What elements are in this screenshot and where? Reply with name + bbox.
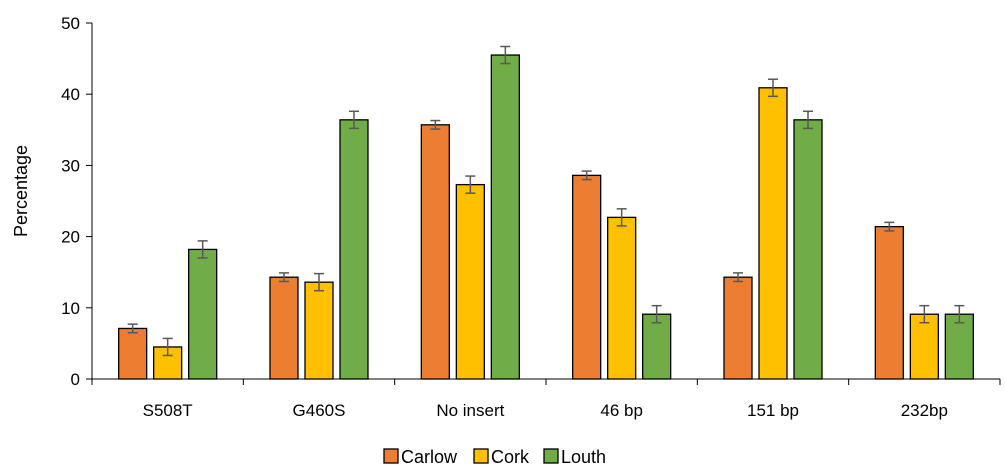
error-bar	[616, 208, 627, 227]
error-bar	[197, 240, 208, 259]
error-bar	[430, 119, 441, 130]
bar-cork	[304, 281, 334, 380]
bar-carlow	[572, 174, 602, 380]
y-tick-label: 20	[61, 228, 80, 247]
y-tick-label: 0	[71, 370, 80, 389]
error-bar	[349, 110, 359, 130]
error-bar	[162, 337, 173, 357]
x-tick-label: G460S	[293, 401, 346, 420]
bar-louth	[188, 248, 218, 380]
bar-louth	[642, 313, 672, 380]
error-bar	[803, 110, 813, 130]
error-bar	[581, 170, 592, 181]
x-tick-label: 232bp	[901, 401, 948, 420]
error-bar	[314, 272, 324, 292]
y-tick-label: 50	[61, 14, 80, 33]
error-bar	[127, 323, 138, 334]
bar-carlow	[420, 124, 450, 380]
x-axis: S508T G460S No insert 46 bp 151 bp 232bp	[91, 378, 1001, 420]
bar-cork	[909, 313, 939, 380]
bar-carlow	[118, 327, 148, 380]
error-bar	[954, 304, 965, 324]
bar-cork	[607, 216, 637, 380]
bars-group	[118, 45, 974, 380]
bar-louth	[339, 119, 369, 380]
y-tick-label: 30	[61, 156, 80, 175]
error-bar	[733, 272, 743, 283]
bar-louth	[490, 54, 520, 380]
bar-cork	[153, 346, 183, 380]
error-bar	[651, 304, 662, 324]
bar-louth	[944, 313, 974, 380]
legend-swatch-carlow	[383, 448, 399, 464]
legend: Carlow Cork Louth	[383, 447, 606, 467]
bar-carlow	[723, 276, 753, 380]
bar-cork	[758, 87, 788, 380]
bar-louth	[793, 119, 823, 380]
y-tick-label: 40	[61, 85, 80, 104]
y-tick-label: 10	[61, 299, 80, 318]
legend-label-louth: Louth	[561, 447, 606, 467]
x-tick-label: 46 bp	[600, 401, 643, 420]
x-tick-label: S508T	[143, 401, 193, 420]
bar-carlow	[269, 276, 299, 380]
bar-carlow	[874, 225, 904, 380]
error-bar	[279, 272, 289, 283]
error-bar	[884, 221, 895, 232]
error-bar	[500, 45, 511, 65]
x-tick-label: 151 bp	[747, 401, 799, 420]
legend-label-cork: Cork	[491, 447, 530, 467]
y-axis-title: Percentage	[11, 145, 31, 237]
legend-swatch-cork	[473, 448, 489, 464]
legend-swatch-louth	[543, 448, 559, 464]
error-bar	[919, 304, 930, 324]
y-axis: 0 10 20 30 40 50	[61, 14, 93, 389]
error-bar	[465, 175, 476, 194]
error-bar	[768, 78, 778, 98]
x-tick-label: No insert	[436, 401, 504, 420]
bar-cork	[455, 183, 485, 380]
legend-label-carlow: Carlow	[401, 447, 458, 467]
